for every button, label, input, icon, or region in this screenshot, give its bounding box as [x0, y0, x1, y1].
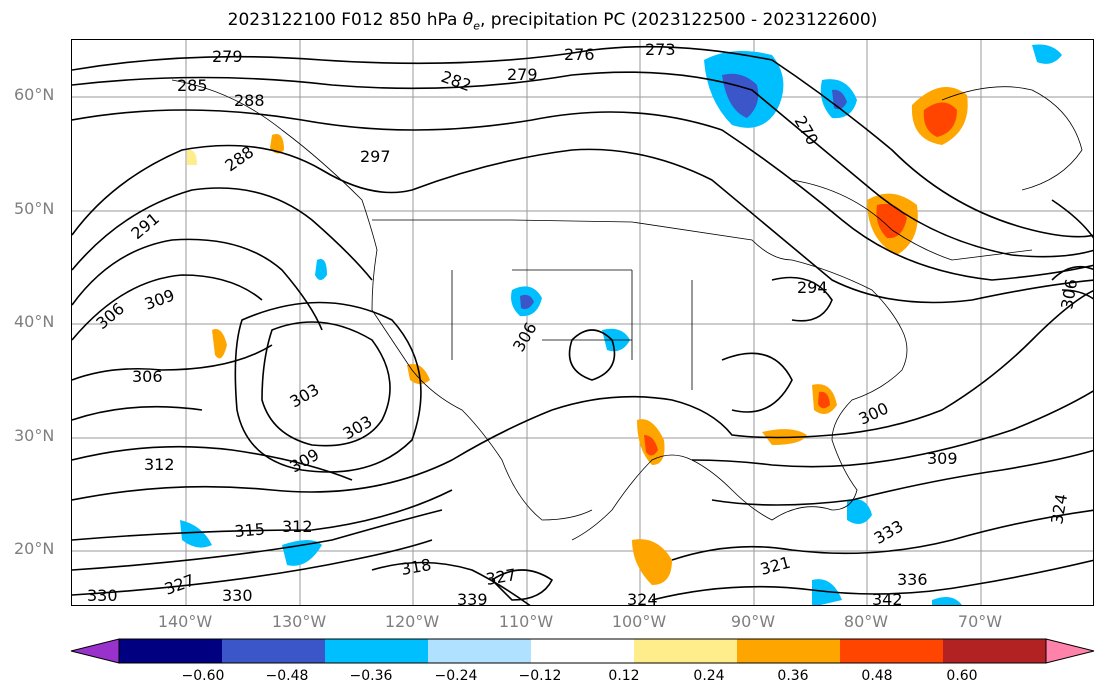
lon-label-110w: 110°W — [498, 612, 554, 631]
contour-label: 279 — [212, 47, 243, 66]
lat-label-30n: 30°N — [14, 426, 55, 445]
colorbar-tick: 0.48 — [861, 668, 893, 684]
contour-label: 324 — [1047, 492, 1071, 525]
contour-label: 312 — [282, 517, 313, 536]
contour-label: 279 — [507, 65, 538, 84]
map-title: 2023122100 F012 850 hPa θe, precipitatio… — [227, 10, 878, 33]
colorbar-bin — [428, 639, 531, 663]
lon-label-120w: 120°W — [384, 612, 440, 631]
colorbar — [70, 638, 1095, 664]
contour-label: 309 — [142, 285, 177, 313]
contour-label: 321 — [758, 553, 792, 579]
contour-label: 315 — [234, 519, 266, 541]
contour-label: 324 — [627, 590, 658, 606]
lon-label-100w: 100°W — [611, 612, 667, 631]
contour-label: 282 — [439, 67, 474, 95]
coastlines — [171, 79, 1083, 541]
colorbar-tick: −0.12 — [518, 668, 562, 684]
contour-label: 336 — [897, 570, 928, 589]
colorbar-bin — [634, 639, 737, 663]
gridlines — [72, 40, 1093, 605]
theta-e-contours — [72, 45, 1093, 605]
contour-label: 273 — [645, 40, 676, 59]
map-canvas: 279 285 288 282 279 276 273 270 297 288 … — [72, 40, 1093, 606]
lon-label-130w: 130°W — [271, 612, 327, 631]
contour-label: 294 — [797, 278, 828, 297]
contour-label: 291 — [127, 209, 163, 243]
contour-label: 270 — [791, 113, 823, 149]
contour-label: 318 — [399, 555, 432, 579]
lon-label-80w: 80°W — [843, 612, 889, 631]
contour-label: 309 — [927, 449, 958, 468]
map-panel: 279 285 288 282 279 276 273 270 297 288 … — [71, 39, 1094, 606]
contour-label: 327 — [162, 570, 197, 598]
colorbar-tick: 0.60 — [946, 668, 978, 684]
contour-label: 333 — [871, 516, 907, 548]
contour-label: 276 — [564, 45, 595, 64]
colorbar-bin — [840, 639, 943, 663]
lon-label-140w: 140°W — [157, 612, 213, 631]
lon-label-70w: 70°W — [957, 612, 1003, 631]
lat-label-60n: 60°N — [14, 85, 55, 104]
contour-label: 303 — [340, 412, 376, 444]
contour-label: 303 — [287, 380, 323, 412]
lat-label-20n: 20°N — [14, 539, 55, 558]
colorbar-tick: −0.60 — [181, 668, 225, 684]
lat-label-40n: 40°N — [14, 312, 55, 331]
colorbar-under-arrow — [70, 638, 120, 664]
contour-label: 306 — [1057, 277, 1081, 310]
contour-label: 297 — [360, 147, 391, 166]
colorbar-frame — [118, 638, 1047, 664]
contour-label: 327 — [484, 565, 517, 589]
contour-label: 330 — [222, 586, 253, 605]
colorbar-tick: −0.48 — [265, 668, 309, 684]
colorbar-bin — [222, 639, 325, 663]
contour-label: 312 — [144, 455, 175, 474]
contour-label: 288 — [234, 91, 265, 110]
precip-shading — [180, 44, 1062, 605]
colorbar-tick: −0.24 — [434, 668, 478, 684]
colorbar-bin — [737, 639, 840, 663]
contour-label: 300 — [856, 398, 892, 428]
lon-label-90w: 90°W — [730, 612, 776, 631]
colorbar-tick: 0.36 — [777, 668, 809, 684]
lat-label-50n: 50°N — [14, 199, 55, 218]
colorbar-over-arrow — [1045, 638, 1095, 664]
contour-label: 339 — [457, 590, 488, 606]
colorbar-tick: 0.12 — [608, 668, 640, 684]
colorbar-bin — [943, 639, 1046, 663]
colorbar-bin — [531, 639, 634, 663]
contour-label: 285 — [177, 76, 208, 95]
colorbar-bin — [325, 639, 428, 663]
contour-label: 330 — [87, 586, 118, 605]
colorbar-bin — [119, 639, 222, 663]
contour-label: 342 — [872, 590, 903, 606]
colorbar-tick: −0.36 — [349, 668, 393, 684]
contour-label: 306 — [92, 299, 128, 333]
colorbar-tick: 0.24 — [693, 668, 725, 684]
contour-label: 306 — [132, 367, 163, 386]
